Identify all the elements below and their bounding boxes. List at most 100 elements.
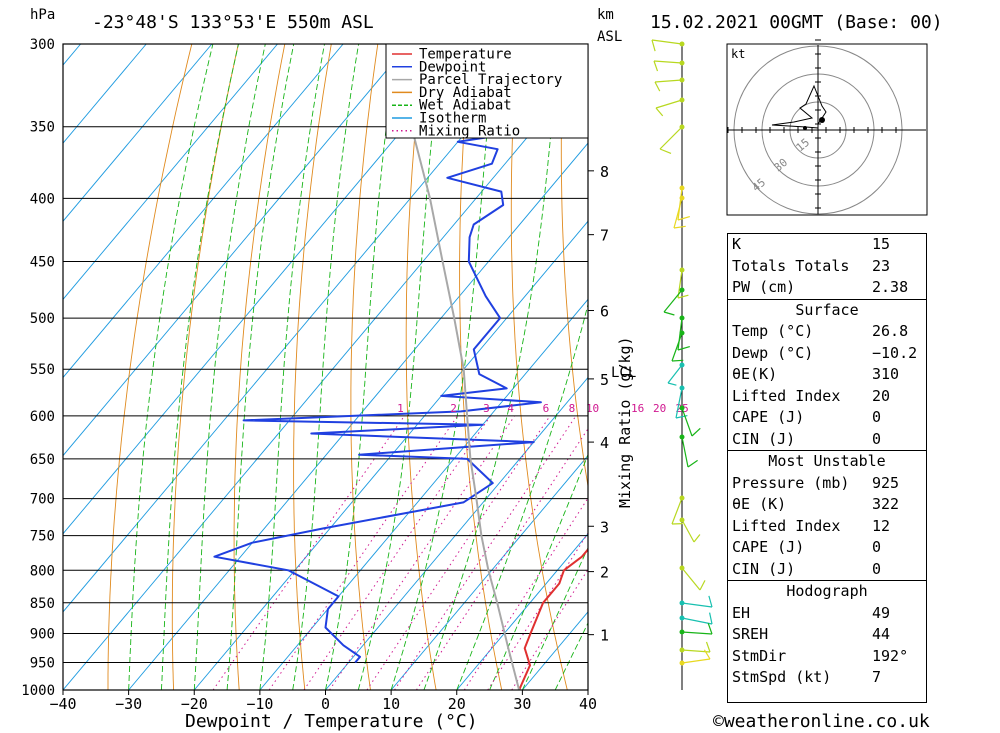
- isotherm-line: [128, 142, 588, 690]
- wind-level-dot: [679, 660, 685, 666]
- wind-barb-flag: [708, 595, 713, 608]
- wind-barb: [667, 364, 683, 384]
- hodograph-index-value: 49: [872, 603, 891, 622]
- temperature-tick-label: 10: [382, 695, 400, 713]
- most-unstable-section: Most Unstable Pressure (mb) 925 θE (K) 322 L…: [728, 450, 926, 580]
- km-tick-label: 8: [600, 163, 609, 181]
- isotherm-line: [193, 220, 588, 690]
- wind-barb-flag: [671, 359, 684, 362]
- surface-index-key: CAPE (J): [732, 408, 805, 426]
- wind-barb: [681, 602, 713, 608]
- isotherm-line: [63, 44, 213, 222]
- wind-level-dot: [679, 565, 685, 571]
- mixing-ratio-label: 16: [631, 402, 644, 415]
- legend-entry: Wet Adiabat: [419, 98, 512, 114]
- lcl-label: LCL: [611, 365, 636, 381]
- axes: 3003504004505005506006507007508008509009…: [21, 37, 636, 713]
- wind-level-dot: [679, 60, 685, 66]
- hodograph-unit-label: kt: [731, 47, 745, 61]
- wind-barb: [653, 60, 683, 64]
- wind-barb: [659, 126, 683, 150]
- pressure-tick-label: 850: [30, 596, 55, 612]
- most-unstable-index-value: 0: [872, 559, 882, 578]
- wind-level-dot: [679, 287, 685, 293]
- wind-barb: [651, 39, 683, 45]
- copyright-text: ©weatheronline.co.uk: [713, 711, 930, 732]
- wet-adiabat-line: [193, 44, 266, 690]
- wind-barb: [654, 79, 683, 83]
- temperature-tick-label: −40: [49, 695, 76, 713]
- index-value: 15: [872, 235, 891, 253]
- km-tick-label: 3: [600, 518, 609, 536]
- wet-adiabat-line: [423, 44, 560, 690]
- legend-entry: Parcel Trajectory: [419, 72, 562, 88]
- wind-barb: [681, 631, 713, 635]
- wind-level-dot: [679, 97, 685, 103]
- mixing-ratio-label: 4: [507, 402, 514, 415]
- x-axis-title: Dewpoint / Temperature (°C): [185, 711, 478, 732]
- surface-index-value: 20: [872, 386, 891, 405]
- isotherm-line: [456, 533, 588, 690]
- wind-barb-flag: [667, 382, 677, 386]
- wind-level-dot: [679, 517, 685, 523]
- wind-level-dot: [679, 385, 685, 391]
- surface-index-row: Temp (°C) 26.8: [728, 321, 926, 343]
- mixing-ratio-label: 8: [569, 402, 576, 415]
- legend-entry: Isotherm: [419, 111, 486, 127]
- temperature-tick-label: 0: [321, 695, 330, 713]
- pressure-tick-label: 1000: [21, 683, 55, 699]
- isotherm-line: [0, 44, 15, 690]
- pressure-unit-label: hPa: [30, 7, 55, 23]
- km-tick-label: 1: [600, 627, 609, 645]
- most-unstable-index-key: CIN (J): [732, 559, 796, 578]
- surface-index-key: Dewp (°C): [732, 343, 814, 362]
- location-title: -23°48'S 133°53'E 550m ASL: [92, 12, 374, 33]
- dry-adiabat-line: [510, 44, 568, 690]
- index-value: 2.38: [872, 278, 909, 296]
- isotherm-line: [325, 376, 588, 690]
- hodograph-index-value: 7: [872, 668, 882, 686]
- surface-index-value: 310: [872, 365, 900, 383]
- isotherm-line: [63, 44, 344, 379]
- wind-barb-flag: [693, 534, 701, 543]
- wet-adiabat-line: [292, 44, 360, 690]
- most-unstable-index-row: CAPE (J) 0: [728, 537, 926, 559]
- hodograph-index-row: SREH 44: [728, 624, 926, 646]
- most-unstable-title: Most Unstable: [768, 452, 886, 470]
- pressure-tick-label: 700: [30, 492, 55, 508]
- isotherm-line: [63, 44, 475, 535]
- surface-index-key: Temp (°C): [732, 322, 814, 340]
- hodograph-index-key: SREH: [732, 625, 769, 643]
- wind-barb: [681, 407, 693, 437]
- legend-entry: Dewpoint: [419, 59, 486, 75]
- surface-index-key: Lifted Index: [732, 386, 841, 405]
- surface-index-value: 0: [872, 429, 882, 448]
- most-unstable-index-value: 322: [872, 495, 900, 513]
- mixing-ratio-label: 1: [397, 402, 404, 415]
- wind-barb-flag: [677, 216, 690, 221]
- most-unstable-index-row: Pressure (mb) 925: [728, 473, 926, 495]
- storm-motion-marker: [819, 117, 825, 123]
- wind-level-dot: [679, 267, 685, 273]
- hodograph-index-row: StmDir 192°: [728, 646, 926, 668]
- wind-level-dot: [679, 77, 685, 83]
- wind-level-dot: [679, 195, 685, 201]
- wind-barb-flag: [663, 311, 675, 316]
- wind-barb-flag: [654, 81, 661, 92]
- sounding-profiles: [213, 44, 588, 690]
- index-value: 23: [872, 256, 891, 275]
- wind-barb: [681, 658, 711, 664]
- wind-barb-flag: [677, 346, 690, 351]
- pressure-tick-label: 400: [30, 191, 55, 207]
- mixing-ratio-line: [511, 568, 588, 690]
- mixing-ratio-line: [212, 415, 405, 690]
- wind-barb: [681, 436, 689, 468]
- km-tick-label: 4: [600, 434, 609, 452]
- surface-index-key: θE(K): [732, 365, 778, 383]
- wet-adiabat-line: [521, 546, 588, 690]
- pressure-tick-label: 450: [30, 255, 55, 271]
- mixing-ratio-labels: 12346810162025: [397, 402, 689, 415]
- pressure-tick-label: 900: [30, 626, 55, 642]
- wind-barb-flag: [653, 60, 659, 72]
- surface-index-key: CIN (J): [732, 429, 796, 448]
